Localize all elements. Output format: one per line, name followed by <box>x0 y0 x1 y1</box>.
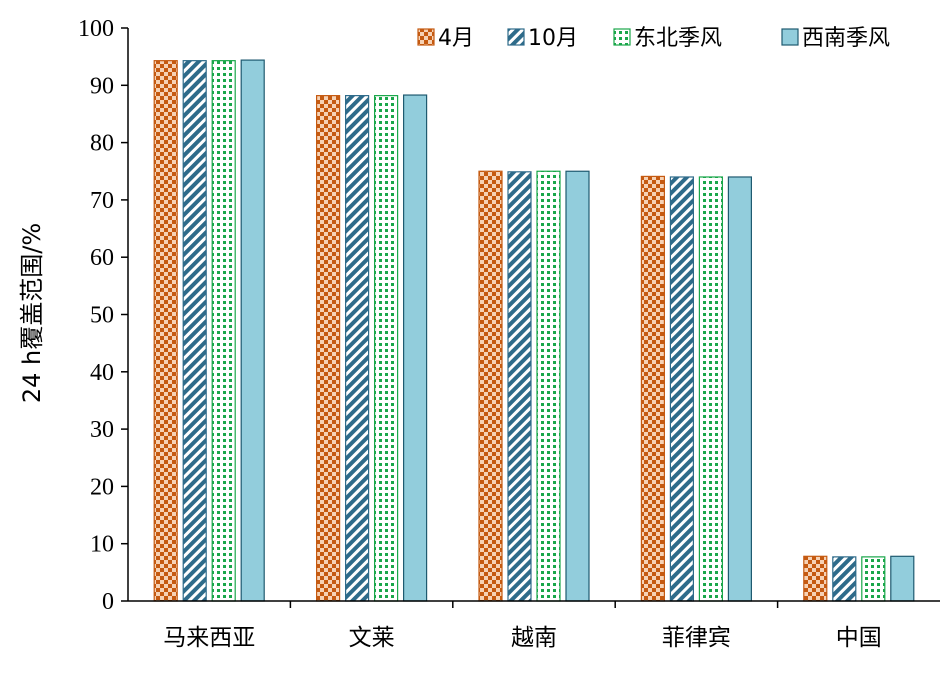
x-tick-label: 越南 <box>511 625 557 651</box>
legend-swatch <box>613 28 631 46</box>
bar <box>803 555 828 602</box>
y-tick-label: 40 <box>90 360 114 386</box>
y-tick-label: 90 <box>90 73 114 99</box>
bar <box>182 60 207 602</box>
y-tick-label: 70 <box>90 188 114 214</box>
bar <box>640 175 666 602</box>
y-tick-label: 50 <box>90 303 114 329</box>
legend-label: 西南季风 <box>802 26 890 51</box>
x-tick-label: 中国 <box>836 625 882 651</box>
bar <box>403 94 428 602</box>
y-tick-label: 30 <box>90 417 114 443</box>
bar <box>211 60 236 602</box>
legend: 4月 10月 东北季风 西南季风 <box>417 26 890 51</box>
bar <box>153 60 178 602</box>
bar <box>478 170 503 602</box>
y-tick-label: 60 <box>90 245 114 271</box>
bar <box>890 555 915 602</box>
y-tick-label: 0 <box>102 589 114 615</box>
bar <box>536 170 561 602</box>
bar <box>316 95 341 602</box>
legend-label: 东北季风 <box>634 26 722 51</box>
y-axis-title: 24 h覆盖范围/% <box>18 223 46 403</box>
bar <box>374 95 399 602</box>
x-tick-label: 马来西亚 <box>163 625 255 651</box>
x-labels-group: 马来西亚 文莱 越南 菲律宾 中国 <box>163 601 882 651</box>
y-tick-label: 80 <box>90 131 114 157</box>
y-tick-label: 20 <box>90 474 114 500</box>
bars-group <box>153 59 915 602</box>
bar <box>565 170 590 602</box>
y-ticks-group: 0 10 20 30 40 50 60 70 80 90 100 <box>78 16 128 615</box>
legend-swatch <box>417 28 435 46</box>
legend-label: 10月 <box>528 26 578 51</box>
y-tick-label: 100 <box>78 16 114 42</box>
legend-swatch <box>507 28 525 46</box>
legend-swatch <box>781 28 799 46</box>
bar <box>507 171 532 602</box>
bar <box>345 95 370 602</box>
bar <box>240 59 265 602</box>
bar <box>669 176 695 602</box>
x-tick-label: 文莱 <box>349 625 395 651</box>
bar <box>832 556 857 602</box>
bar <box>698 176 724 602</box>
bar <box>727 176 753 602</box>
legend-label: 4月 <box>438 26 474 51</box>
y-tick-label: 10 <box>90 532 114 558</box>
bar <box>861 556 886 602</box>
x-tick-label: 菲律宾 <box>662 625 731 651</box>
